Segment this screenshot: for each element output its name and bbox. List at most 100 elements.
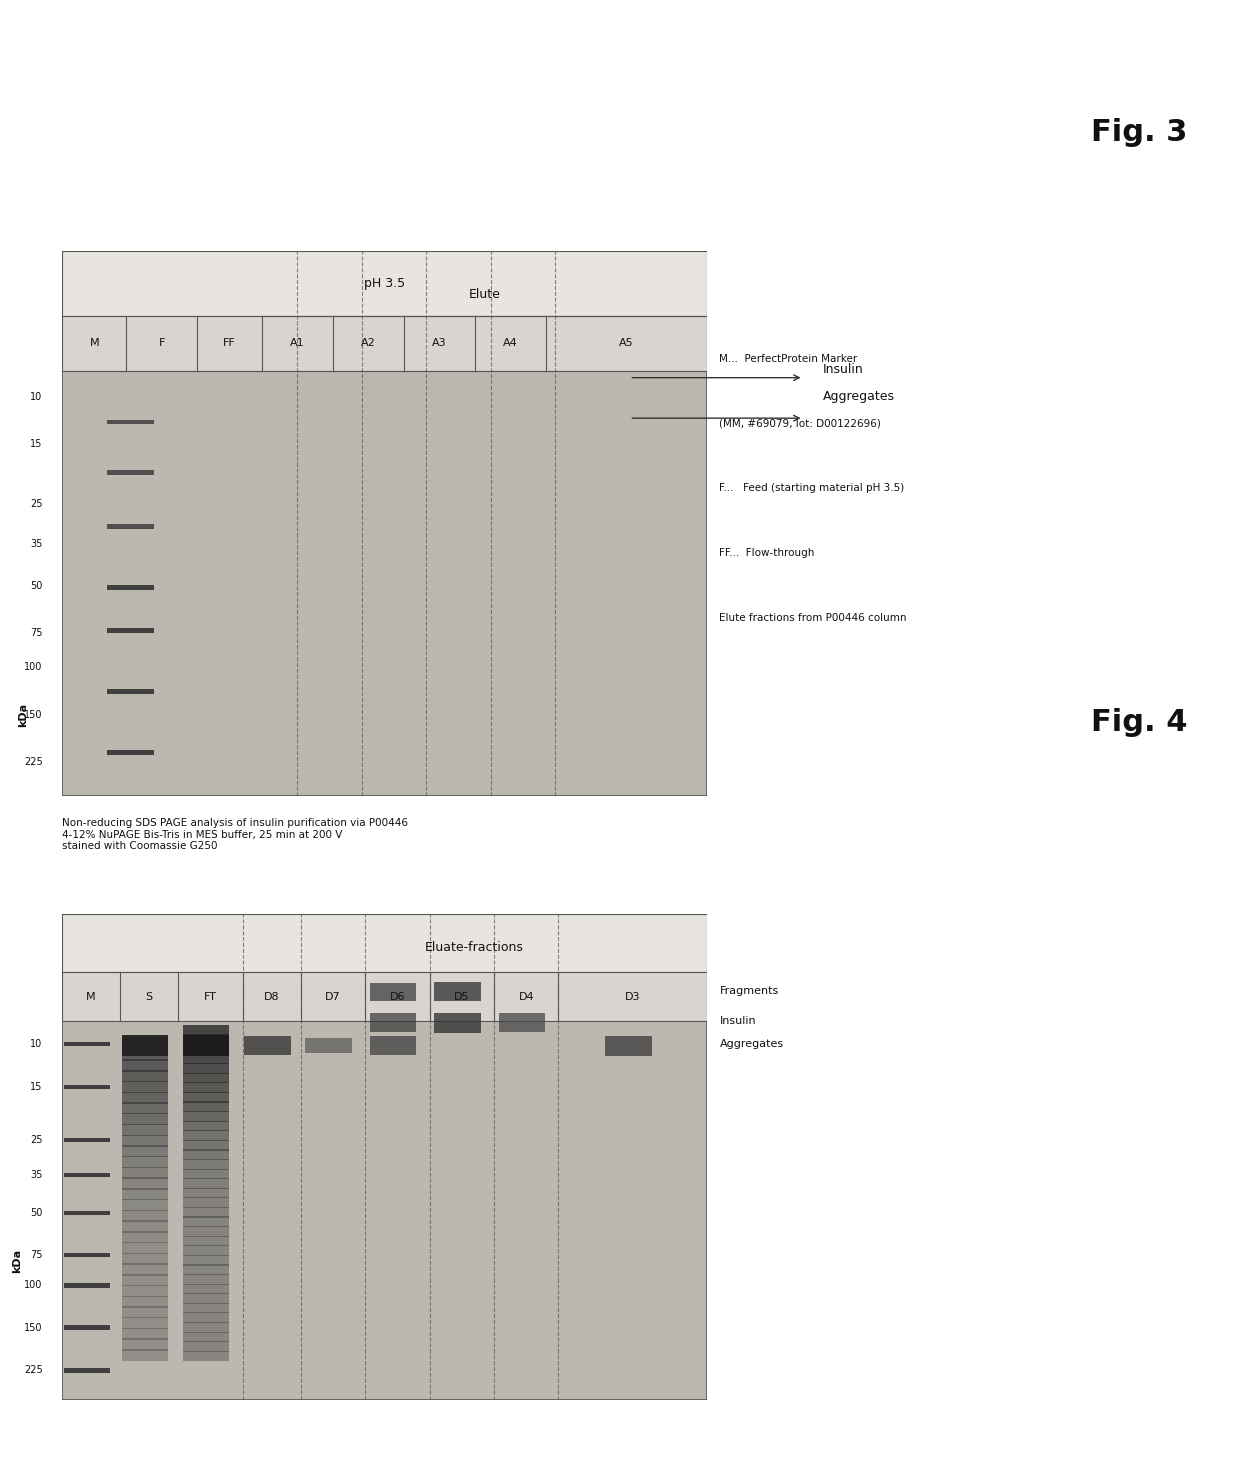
Bar — [184, 1169, 229, 1179]
Text: D8: D8 — [264, 992, 279, 1001]
Text: 150: 150 — [24, 709, 42, 719]
Text: Elute: Elute — [469, 287, 500, 301]
Bar — [184, 1035, 229, 1057]
Bar — [107, 750, 154, 755]
Bar — [63, 1325, 110, 1330]
Bar — [63, 1042, 110, 1047]
Bar — [122, 1035, 169, 1057]
Text: F...   Feed (starting material pH 3.5): F... Feed (starting material pH 3.5) — [719, 483, 904, 494]
Text: 35: 35 — [30, 1170, 42, 1181]
Bar — [184, 1073, 229, 1083]
Bar — [184, 1150, 229, 1160]
Bar — [107, 525, 154, 529]
Bar — [122, 1038, 169, 1049]
Bar — [184, 1082, 229, 1094]
Bar — [122, 1243, 169, 1254]
Bar — [63, 1138, 110, 1142]
Bar — [558, 251, 608, 271]
Bar — [107, 585, 154, 590]
Bar — [494, 301, 543, 326]
Bar — [62, 251, 707, 315]
Bar — [184, 1274, 229, 1285]
Bar — [300, 252, 350, 270]
Text: A2: A2 — [361, 339, 376, 348]
Bar — [236, 252, 285, 270]
Bar — [184, 1178, 229, 1190]
Bar — [122, 1156, 169, 1169]
Text: D6: D6 — [389, 992, 405, 1001]
Bar — [171, 240, 221, 245]
Text: 225: 225 — [24, 758, 42, 766]
Bar — [122, 1048, 169, 1061]
Text: FT: FT — [203, 992, 217, 1001]
Text: Insulin: Insulin — [719, 1016, 756, 1026]
Bar — [122, 1178, 169, 1190]
Bar — [184, 1293, 229, 1304]
Bar — [184, 1322, 229, 1332]
Text: 25: 25 — [30, 500, 42, 510]
Bar — [184, 1024, 229, 1035]
Bar — [171, 245, 221, 249]
Bar — [62, 315, 707, 370]
Bar — [184, 1120, 229, 1132]
Bar — [122, 1123, 169, 1136]
Bar — [122, 1103, 169, 1114]
Bar — [122, 1092, 169, 1104]
Bar — [370, 1013, 417, 1032]
Bar — [63, 1253, 110, 1257]
Bar — [429, 249, 479, 273]
Bar — [62, 914, 707, 973]
Bar — [171, 248, 221, 252]
Bar — [184, 1159, 229, 1170]
Bar — [122, 1210, 169, 1222]
Text: 100: 100 — [25, 1281, 42, 1290]
Bar — [244, 1036, 290, 1055]
Bar — [184, 1131, 229, 1141]
Text: 25: 25 — [30, 1135, 42, 1145]
Text: 15: 15 — [30, 439, 42, 450]
Bar — [122, 1145, 169, 1157]
Bar — [184, 1216, 229, 1228]
Text: A4: A4 — [502, 339, 517, 348]
Bar — [184, 1044, 229, 1055]
Text: M...  PerfectProtein Marker: M... PerfectProtein Marker — [719, 354, 857, 364]
Bar — [122, 1060, 169, 1072]
Bar — [370, 983, 417, 1001]
Text: 225: 225 — [24, 1365, 42, 1375]
Text: 35: 35 — [30, 539, 42, 548]
Text: kDa: kDa — [19, 703, 29, 727]
Bar — [63, 1173, 110, 1178]
Bar — [122, 1253, 169, 1265]
Bar — [171, 223, 221, 227]
Text: 10: 10 — [31, 392, 42, 402]
Text: D4: D4 — [518, 992, 534, 1001]
Bar — [122, 1349, 169, 1362]
Text: M: M — [87, 992, 95, 1001]
Bar — [107, 420, 154, 425]
Bar — [107, 282, 154, 286]
Text: D7: D7 — [325, 992, 341, 1001]
Bar — [184, 1139, 229, 1151]
Bar — [184, 1350, 229, 1362]
Text: pH 3.5: pH 3.5 — [363, 277, 405, 290]
Text: Fig. 3: Fig. 3 — [1091, 118, 1188, 147]
Text: Fragments: Fragments — [719, 986, 779, 996]
Bar — [122, 1167, 169, 1179]
Bar — [63, 1085, 110, 1089]
Bar — [122, 1274, 169, 1287]
Text: S: S — [145, 992, 153, 1001]
Bar — [122, 1188, 169, 1200]
Bar — [122, 1231, 169, 1243]
Bar — [63, 1282, 110, 1288]
Bar — [370, 1036, 417, 1055]
Bar — [184, 1101, 229, 1113]
Bar — [171, 227, 221, 231]
Bar — [434, 982, 481, 1001]
Bar — [171, 252, 221, 256]
Bar — [122, 1285, 169, 1297]
Bar — [605, 1036, 652, 1057]
Bar — [171, 231, 221, 236]
Text: Aggregates: Aggregates — [719, 1039, 784, 1049]
Bar — [184, 1188, 229, 1198]
Bar — [305, 1038, 352, 1052]
